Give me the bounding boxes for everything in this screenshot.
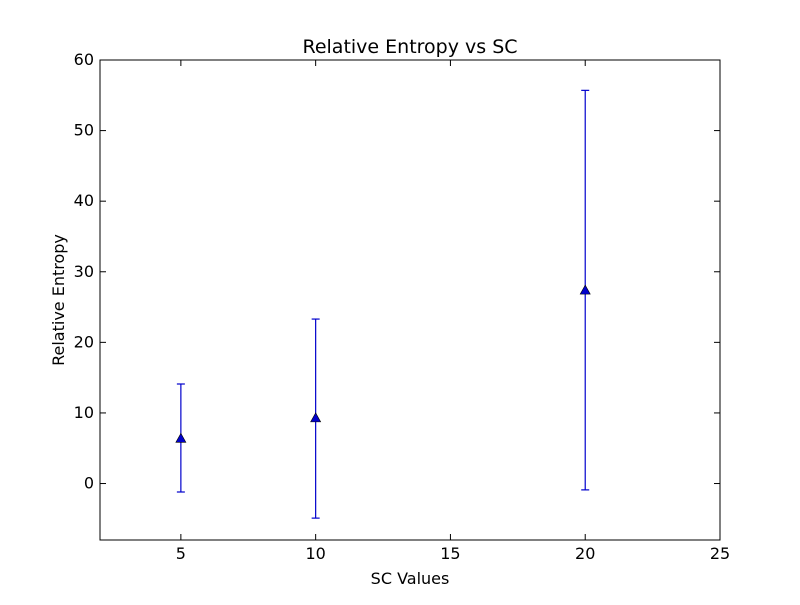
axis-ticks: 5 10 15 20 25 0 10 20 30 40 50 60 — [74, 50, 731, 563]
x-tick-label: 15 — [440, 544, 460, 563]
x-tick-label: 25 — [710, 544, 730, 563]
y-tick-label: 50 — [74, 121, 94, 140]
y-axis-label: Relative Entropy — [49, 234, 68, 366]
plot-frame — [99, 59, 721, 541]
x-tick-label: 20 — [575, 544, 595, 563]
x-axis-label: SC Values — [371, 569, 450, 588]
y-tick-label: 40 — [74, 191, 94, 210]
data-point — [579, 284, 591, 295]
chart-title: Relative Entropy vs SC — [302, 36, 517, 58]
y-tick-label: 10 — [74, 403, 94, 422]
x-tick-label: 5 — [176, 544, 186, 563]
y-tick-label: 0 — [84, 474, 94, 493]
y-tick-label: 30 — [74, 262, 94, 281]
y-tick-label: 20 — [74, 332, 94, 351]
data-marks — [175, 89, 591, 519]
x-tick-label: 10 — [305, 544, 325, 563]
data-point — [175, 432, 187, 443]
y-tick-label: 60 — [74, 50, 94, 69]
data-point — [310, 412, 322, 423]
